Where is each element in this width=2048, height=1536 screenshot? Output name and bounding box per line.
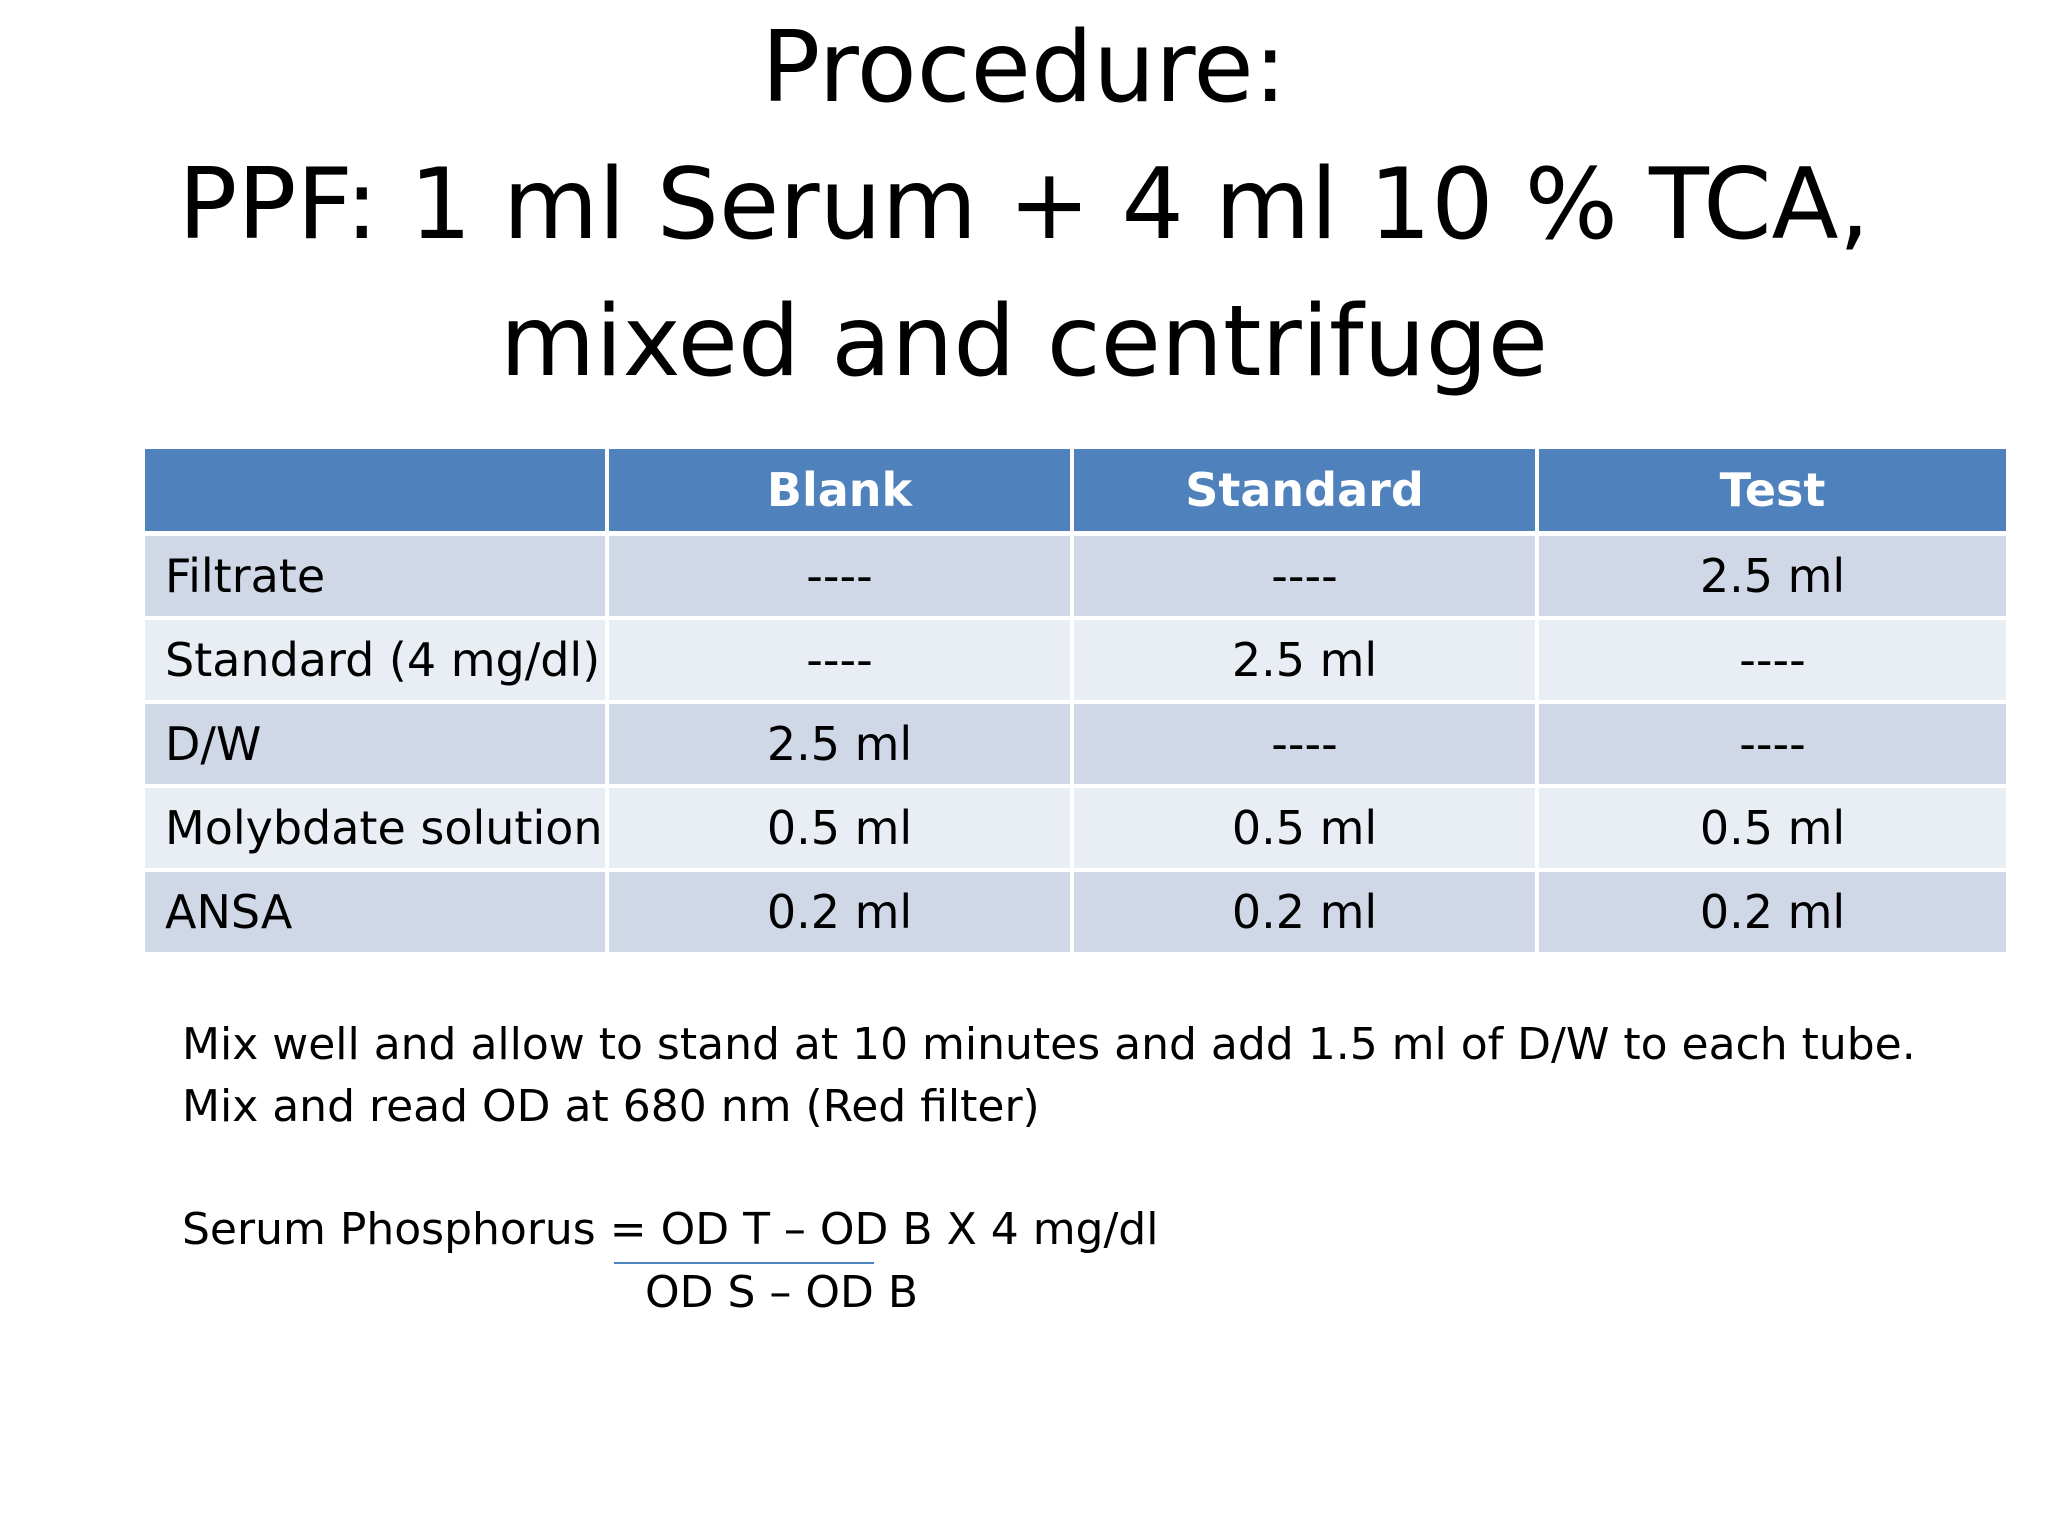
header-cell-standard: Standard <box>1074 449 1539 536</box>
table-cell: 0.2 ml <box>1539 872 2006 952</box>
row-label-cell: Molybdate solution <box>145 788 609 872</box>
table-header-row: Blank Standard Test <box>145 449 2006 536</box>
table-cell: 0.5 ml <box>1539 788 2006 872</box>
slide-title: Procedure: PPF: 1 ml Serum + 4 ml 10 % T… <box>0 0 2048 411</box>
table-row: Standard (4 mg/dl) ---- 2.5 ml ---- <box>145 620 2006 704</box>
table-cell: ---- <box>1074 536 1539 620</box>
table-cell: 2.5 ml <box>1539 536 2006 620</box>
title-line-2: PPF: 1 ml Serum + 4 ml 10 % TCA, <box>178 148 1870 262</box>
row-label-cell: ANSA <box>145 872 609 952</box>
table-row: Filtrate ---- ---- 2.5 ml <box>145 536 2006 620</box>
header-cell-empty <box>145 449 609 536</box>
formula-numerator: Serum Phosphorus = OD T – OD B X 4 mg/dl <box>182 1204 1159 1255</box>
table-cell: 0.2 ml <box>609 872 1074 952</box>
procedure-table: Blank Standard Test Filtrate ---- ---- 2… <box>145 449 2006 952</box>
table-row: ANSA 0.2 ml 0.2 ml 0.2 ml <box>145 872 2006 952</box>
row-label-cell: D/W <box>145 704 609 788</box>
table-cell: 0.2 ml <box>1074 872 1539 952</box>
table-cell: ---- <box>609 620 1074 704</box>
formula-denominator: OD S – OD B <box>645 1267 919 1318</box>
table-cell: 0.5 ml <box>609 788 1074 872</box>
table-row: D/W 2.5 ml ---- ---- <box>145 704 2006 788</box>
fraction-bar <box>614 1262 874 1264</box>
table-row: Molybdate solution 0.5 ml 0.5 ml 0.5 ml <box>145 788 2006 872</box>
title-line-1: Procedure: <box>761 11 1287 125</box>
table-cell: 2.5 ml <box>1074 620 1539 704</box>
table-cell: 0.5 ml <box>1074 788 1539 872</box>
table-cell: ---- <box>1074 704 1539 788</box>
table-cell: ---- <box>1539 704 2006 788</box>
table-cell: 2.5 ml <box>609 704 1074 788</box>
table-cell: ---- <box>1539 620 2006 704</box>
table-cell: ---- <box>609 536 1074 620</box>
header-cell-blank: Blank <box>609 449 1074 536</box>
instruction-text: Mix well and allow to stand at 10 minute… <box>182 1019 1916 1132</box>
header-cell-test: Test <box>1539 449 2006 536</box>
title-line-3: mixed and centrifuge <box>499 285 1549 399</box>
row-label-cell: Filtrate <box>145 536 609 620</box>
row-label-cell: Standard (4 mg/dl) <box>145 620 609 704</box>
